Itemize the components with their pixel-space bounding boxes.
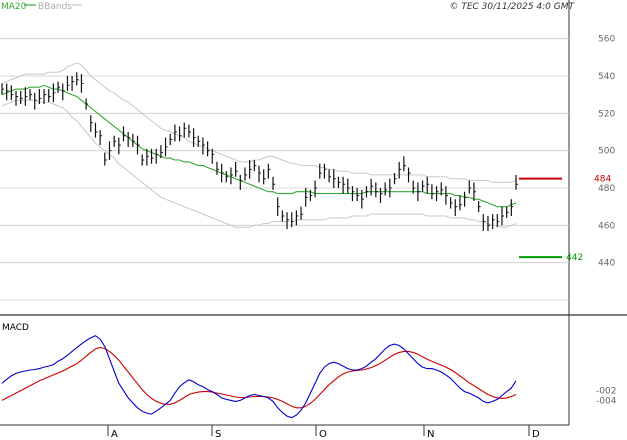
x-tick-label: N: [427, 429, 434, 440]
macd-tick-label: -004: [596, 396, 617, 406]
bb-legend-label: BBands: [38, 2, 72, 12]
bb-lower-line: [1, 99, 517, 228]
bb-upper-line: [1, 62, 517, 183]
price-tick-label: 540: [598, 72, 615, 82]
macd-title: MACD: [2, 323, 29, 333]
price-tick-label: 460: [598, 221, 615, 231]
resistance-label: 484: [594, 175, 611, 185]
source-label: © TEC 30/11/2025 4:0 GMT: [449, 2, 575, 12]
support-label: 442: [566, 253, 583, 263]
ma-legend-label: MA20: [1, 2, 27, 12]
x-tick-label: O: [319, 429, 327, 440]
price-tick-label: 500: [598, 147, 615, 157]
price-tick-label: 560: [598, 35, 615, 45]
ma20-line: [1, 84, 517, 208]
x-tick-label: S: [215, 429, 221, 440]
x-tick-label: D: [532, 429, 540, 440]
price-tick-label: 480: [598, 184, 615, 194]
x-tick-label: A: [111, 429, 118, 440]
macd-signal-line: [1, 346, 517, 409]
price-tick-label: 520: [598, 109, 615, 119]
macd-tick-label: -002: [596, 387, 616, 397]
macd-line: [1, 335, 517, 419]
price-tick-label: 440: [598, 259, 615, 269]
